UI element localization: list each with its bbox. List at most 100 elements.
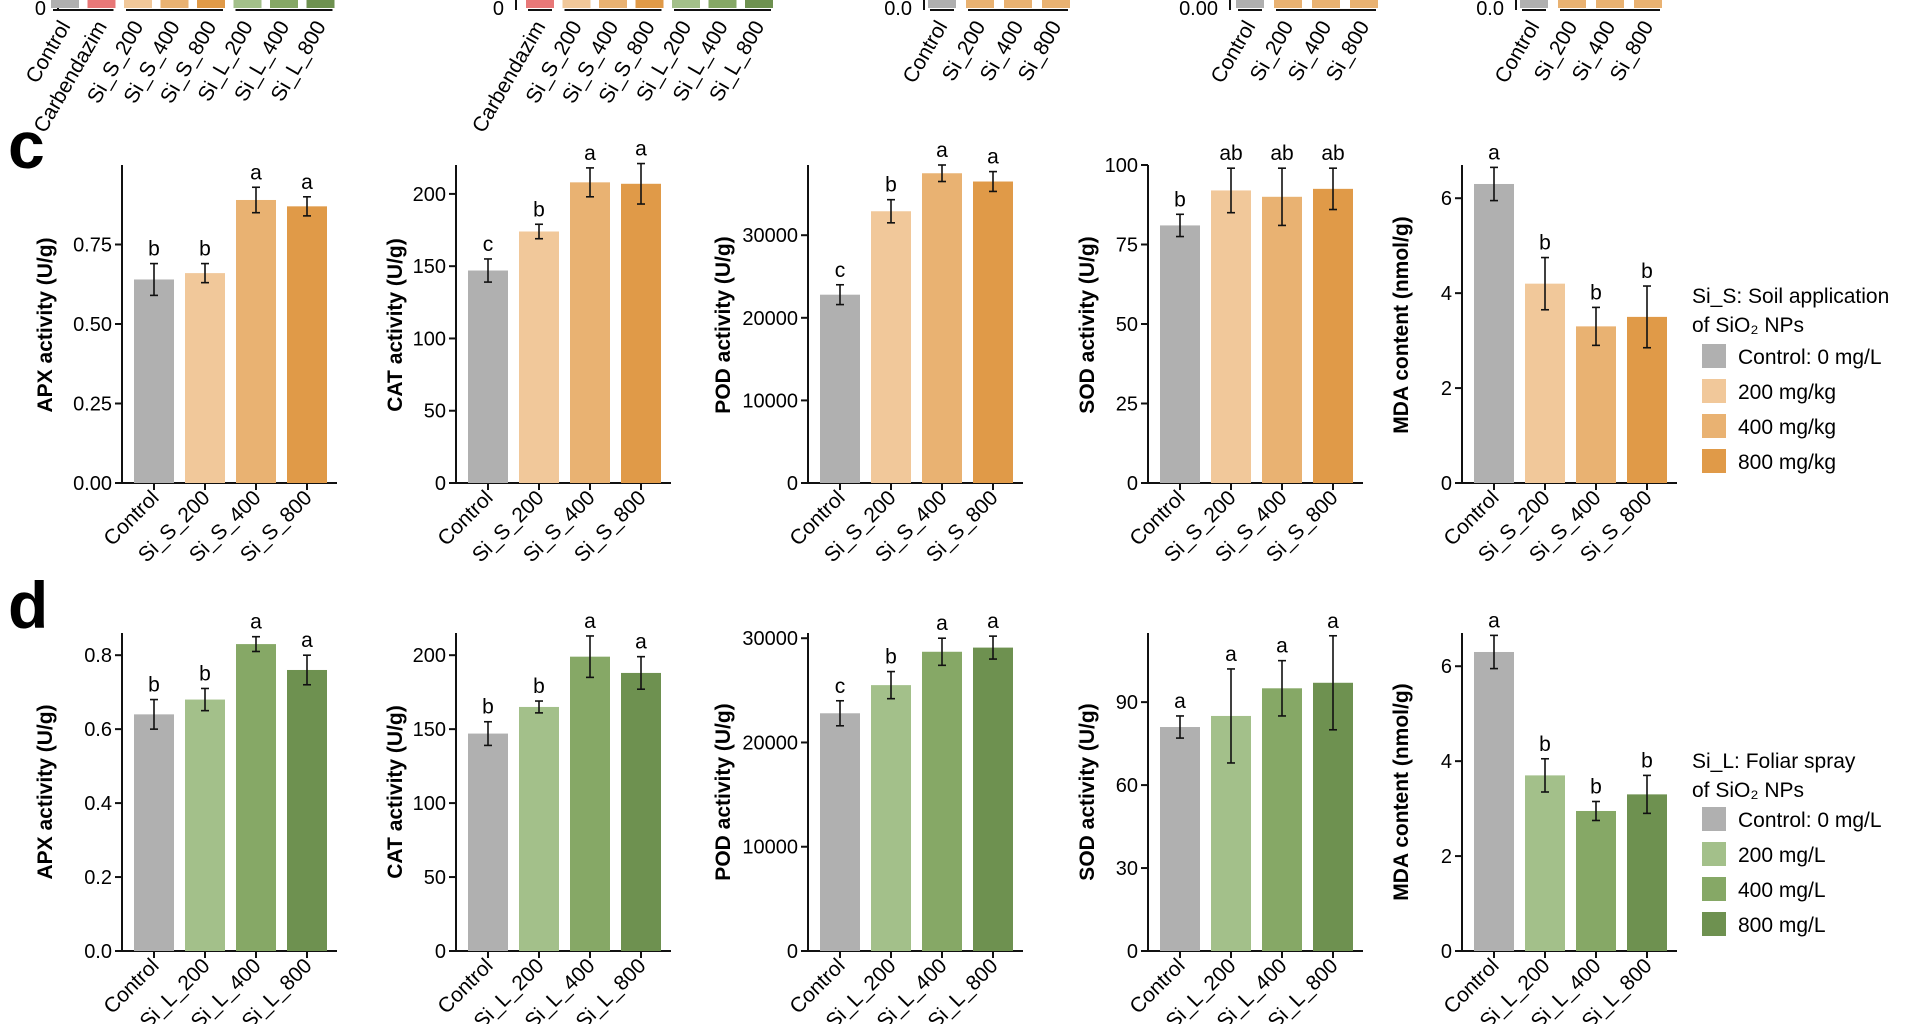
top-strip-partial-panels: 0ControlCarbendazimSi_S_200Si_S_400Si_S_… <box>22 0 1662 137</box>
bar-Control <box>134 714 174 951</box>
y-axis-title: MDA content (nmol/g) <box>1390 216 1413 433</box>
y-tick-label: 0.50 <box>73 314 112 336</box>
bar-Si_S_800 <box>287 206 327 483</box>
significance-letter: ab <box>1219 142 1242 165</box>
y-axis-title: SOD activity (U/g) <box>1076 236 1099 413</box>
y-tick-label: 2 <box>1441 378 1452 400</box>
y-tick-label: 100 <box>1105 155 1138 177</box>
legend-soil: Si_S: Soil application of SiO₂ NPs Contr… <box>1692 285 1889 474</box>
legend-item: 200 mg/L <box>1738 844 1826 867</box>
significance-letter: b <box>885 646 897 669</box>
top-y-zero-label: 0 <box>493 0 504 20</box>
significance-letter: ab <box>1321 142 1344 165</box>
bar-Si_S_400 <box>922 173 962 483</box>
y-axis-title: CAT activity (U/g) <box>384 705 407 878</box>
significance-letter: b <box>1590 281 1602 304</box>
y-tick-label: 4 <box>1441 283 1452 305</box>
top-bar-stub <box>1634 0 1662 8</box>
significance-letter: b <box>1641 260 1653 283</box>
y-tick-label: 50 <box>1116 314 1138 336</box>
legend-swatch <box>1702 344 1726 368</box>
legend-swatch <box>1702 414 1726 438</box>
legend-item: 200 mg/kg <box>1738 381 1836 404</box>
significance-letter: a <box>987 610 999 633</box>
y-tick-label: 0.00 <box>73 473 112 495</box>
bar-Control <box>1160 225 1200 484</box>
bar-Si_S_400 <box>1262 196 1302 484</box>
top-bar-stub <box>270 0 298 8</box>
significance-letter: a <box>1488 141 1500 164</box>
y-tick-label: 75 <box>1116 235 1138 257</box>
legend-foliar: Si_L: Foliar spray of SiO₂ NPs Control: … <box>1692 750 1882 937</box>
y-tick-label: 0.6 <box>84 719 112 741</box>
significance-letter: ab <box>1270 142 1293 165</box>
significance-letter: b <box>1539 733 1551 756</box>
significance-letter: b <box>1539 232 1551 255</box>
top-bar-stub <box>197 0 225 8</box>
bar-Si_L_400 <box>570 656 610 951</box>
bar-Si_S_800 <box>1313 188 1353 483</box>
top-bar-stub <box>635 0 664 8</box>
top-bar-stub <box>526 0 554 8</box>
y-tick-label: 100 <box>413 328 446 350</box>
y-axis-title: POD activity (U/g) <box>712 236 735 413</box>
top-bar-stub <box>1558 0 1586 8</box>
bar-Si_S_800 <box>621 183 661 484</box>
legend-foliar-title-line2: of SiO₂ NPs <box>1692 779 1804 802</box>
legend-swatch <box>1702 842 1726 866</box>
top-bar-stub <box>1236 0 1264 8</box>
legend-item: 800 mg/L <box>1738 914 1826 937</box>
y-tick-label: 25 <box>1116 394 1138 416</box>
significance-letter: a <box>584 610 596 633</box>
bar-Si_L_400 <box>236 644 276 951</box>
bar-Control <box>468 270 508 483</box>
bar-Si_L_200 <box>185 699 225 951</box>
y-tick-label: 90 <box>1116 692 1138 714</box>
y-axis-title: SOD activity (U/g) <box>1076 703 1099 880</box>
top-bar-stub <box>306 0 335 8</box>
y-tick-label: 0 <box>1127 941 1138 963</box>
y-tick-label: 0 <box>787 473 798 495</box>
top-y-zero-label: 0.00 <box>1179 0 1218 20</box>
y-tick-label: 50 <box>424 401 446 423</box>
y-tick-label: 200 <box>413 184 446 206</box>
top-y-zero-label: 0 <box>35 0 46 20</box>
y-tick-label: 0 <box>1441 473 1452 495</box>
y-tick-label: 150 <box>413 256 446 278</box>
y-tick-label: 0 <box>787 941 798 963</box>
legend-swatch <box>1702 877 1726 901</box>
y-tick-label: 0 <box>435 473 446 495</box>
significance-letter: b <box>148 674 160 697</box>
significance-letter: b <box>148 238 160 261</box>
bar-Control <box>1474 651 1514 951</box>
significance-letter: a <box>987 146 999 169</box>
bar-Si_L_400 <box>1576 810 1616 951</box>
legend-soil-title-line2: of SiO₂ NPs <box>1692 314 1804 337</box>
y-tick-label: 0.4 <box>84 793 112 815</box>
significance-letter: a <box>635 631 647 654</box>
bar-Si_S_400 <box>1576 326 1616 483</box>
significance-letter: b <box>1590 775 1602 798</box>
y-tick-label: 20000 <box>742 732 798 754</box>
y-tick-label: 4 <box>1441 751 1452 773</box>
bar-Si_L_800 <box>973 647 1013 951</box>
legend-foliar-title-line1: Si_L: Foliar spray <box>1692 750 1856 773</box>
bar-Si_L_800 <box>287 669 327 951</box>
bar-Si_S_200 <box>185 273 225 483</box>
top-panel-2: 0CarbendazimSi_S_200Si_S_400Si_S_800Si_L… <box>468 0 773 137</box>
top-bar-stub <box>1312 0 1340 8</box>
significance-letter: b <box>199 238 211 261</box>
bar-Si_L_800 <box>1627 794 1667 951</box>
significance-letter: a <box>1327 610 1339 633</box>
top-y-zero-label: 0.0 <box>1476 0 1504 20</box>
top-bar-stub <box>672 0 700 8</box>
bar-Si_L_400 <box>1262 688 1302 951</box>
panel-label-c: c <box>8 108 45 182</box>
